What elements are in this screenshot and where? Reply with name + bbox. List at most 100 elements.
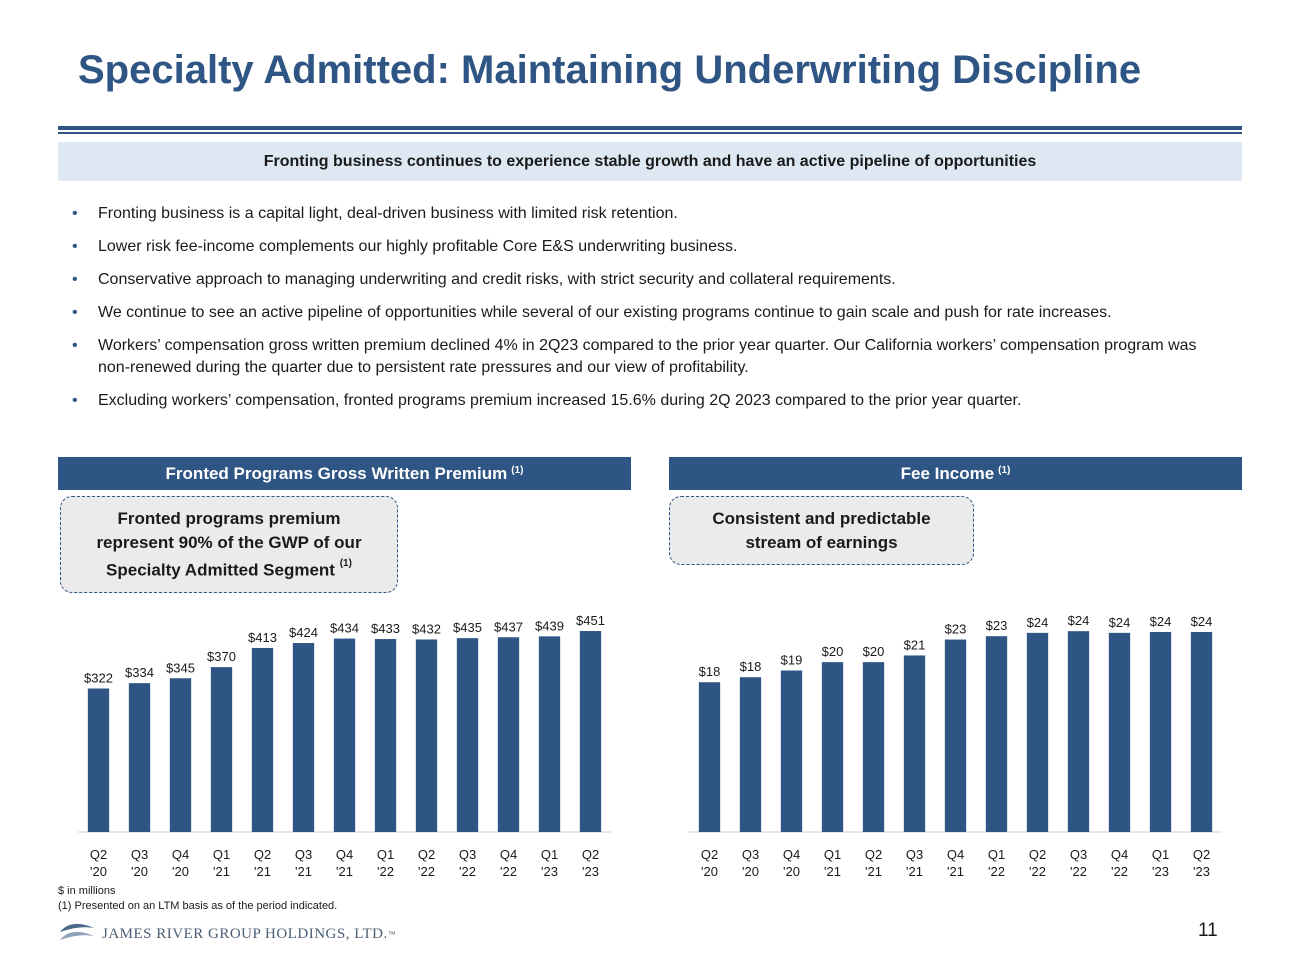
fee-tick-year: '20: [701, 864, 718, 879]
bullet-marker: •: [72, 337, 78, 354]
gwp-tick-quarter: Q3: [131, 847, 148, 862]
gwp-value-label: $424: [289, 625, 318, 640]
fee-tick-quarter: Q4: [947, 847, 964, 862]
gwp-callout: Fronted programs premium represent 90% o…: [60, 496, 398, 593]
gwp-value-label: $435: [453, 620, 482, 635]
fee-tick-year: '20: [742, 864, 759, 879]
bullet-marker: •: [72, 271, 78, 288]
fee-tick-quarter: Q3: [742, 847, 759, 862]
fee-bar: [1108, 632, 1131, 832]
gwp-bar: [169, 678, 192, 832]
gwp-bar-chart: $322 Q2 '20 $334 Q3 '20 $345 Q4 '20 $370 Q1 '21 $413…: [78, 613, 611, 879]
bullet-marker: •: [72, 392, 78, 409]
fee-bar: [739, 677, 762, 832]
gwp-tick-year: '23: [541, 864, 558, 879]
fee-income-bar-chart: $18 Q2 '20 $18 Q3 '20 $19 Q4 '20 $20 Q1 '21 $20 Q2 '21…: [689, 613, 1222, 879]
title-rule-thin: [58, 132, 1242, 134]
gwp-panel-header: Fronted Programs Gross Written Premium (…: [58, 457, 631, 490]
fee-bar: [1067, 631, 1090, 832]
gwp-bar: [251, 647, 274, 832]
bullet-item: • Fronting business is a capital light, d…: [72, 203, 1232, 225]
fee-bar: [1190, 632, 1213, 832]
bullet-item: • Conservative approach to managing under…: [72, 269, 1232, 291]
page-number: 11: [1198, 920, 1218, 941]
fee-tick-year: '21: [865, 864, 882, 879]
bullet-marker: •: [72, 205, 78, 222]
fee-value-label: $24: [1109, 615, 1131, 630]
gwp-value-label: $334: [125, 665, 154, 680]
gwp-tick-year: '23: [582, 864, 599, 879]
gwp-tick-quarter: Q1: [541, 847, 558, 862]
fee-tick-quarter: Q2: [701, 847, 718, 862]
fee-bar: [1026, 632, 1049, 832]
fee-bar: [944, 639, 967, 832]
fee-value-label: $24: [1027, 615, 1049, 630]
fee-tick-quarter: Q4: [1111, 847, 1128, 862]
fee-value-label: $23: [945, 622, 967, 637]
gwp-tick-year: '22: [500, 864, 517, 879]
gwp-bar: [497, 637, 520, 832]
fee-panel-header: Fee Income (1): [669, 457, 1242, 490]
logo-text: JAMES RIVER GROUP HOLDINGS, LTD.: [102, 925, 388, 942]
footnote-1: (1) Presented on an LTM basis as of the …: [58, 900, 338, 912]
gwp-tick-year: '20: [172, 864, 189, 879]
gwp-tick-year: '22: [377, 864, 394, 879]
gwp-tick-year: '21: [336, 864, 353, 879]
gwp-tick-quarter: Q4: [336, 847, 353, 862]
fee-bar: [780, 670, 803, 832]
gwp-tick-year: '22: [459, 864, 476, 879]
fee-bar: [698, 682, 721, 832]
title-rule: [58, 126, 1242, 130]
gwp-tick-quarter: Q1: [213, 847, 230, 862]
fee-tick-year: '21: [947, 864, 964, 879]
fee-tick-year: '20: [783, 864, 800, 879]
fee-tick-year: '23: [1152, 864, 1169, 879]
gwp-callout-line3: Specialty Admitted Segment: [106, 560, 335, 580]
fee-callout-line1: Consistent and predictable: [712, 508, 931, 528]
bullet-item: • We continue to see an active pipeline o…: [72, 302, 1232, 324]
fee-callout-line2: stream of earnings: [745, 532, 898, 552]
fee-tick-quarter: Q4: [783, 847, 800, 862]
gwp-value-label: $451: [576, 613, 605, 628]
gwp-callout-line2: represent 90% of the GWP of our: [96, 532, 362, 552]
fee-tick-quarter: Q2: [865, 847, 882, 862]
bullet-text: Lower risk fee-income complements our hi…: [98, 238, 738, 255]
bullet-text: Fronting business is a capital light, de…: [98, 205, 678, 222]
fee-value-label: $20: [822, 644, 844, 659]
fee-panel-title: Fee Income: [900, 463, 995, 483]
fee-tick-year: '22: [988, 864, 1005, 879]
fee-tick-year: '21: [824, 864, 841, 879]
gwp-tick-year: '20: [90, 864, 107, 879]
gwp-value-label: $434: [330, 621, 359, 636]
fee-value-label: $20: [863, 644, 885, 659]
gwp-bar: [87, 688, 110, 832]
fee-value-label: $24: [1150, 614, 1172, 629]
fee-value-label: $18: [699, 664, 721, 679]
fee-tick-quarter: Q3: [906, 847, 923, 862]
fee-tick-quarter: Q1: [824, 847, 841, 862]
fee-bar: [821, 662, 844, 832]
gwp-value-label: $370: [207, 649, 236, 664]
gwp-tick-quarter: Q4: [500, 847, 517, 862]
bullet-item: • Workers’ compensation gross written pre…: [72, 335, 1232, 379]
gwp-tick-quarter: Q3: [295, 847, 312, 862]
page-title: Specialty Admitted: Maintaining Underwri…: [78, 48, 1142, 92]
fee-tick-quarter: Q1: [1152, 847, 1169, 862]
gwp-value-label: $322: [84, 671, 113, 686]
fee-tick-quarter: Q3: [1070, 847, 1087, 862]
gwp-value-label: $432: [412, 621, 441, 636]
gwp-tick-year: '21: [213, 864, 230, 879]
gwp-value-label: $345: [166, 660, 195, 675]
fee-value-label: $24: [1068, 613, 1090, 628]
fee-bar: [862, 662, 885, 832]
fee-footnote-ref: (1): [998, 465, 1011, 476]
fee-tick-year: '22: [1029, 864, 1046, 879]
gwp-tick-quarter: Q2: [582, 847, 599, 862]
gwp-tick-quarter: Q4: [172, 847, 189, 862]
fee-value-label: $21: [904, 637, 926, 652]
fee-tick-year: '21: [906, 864, 923, 879]
fee-tick-quarter: Q2: [1029, 847, 1046, 862]
fee-value-label: $23: [986, 618, 1008, 633]
gwp-value-label: $437: [494, 619, 523, 634]
river-wave-icon: [60, 923, 94, 940]
